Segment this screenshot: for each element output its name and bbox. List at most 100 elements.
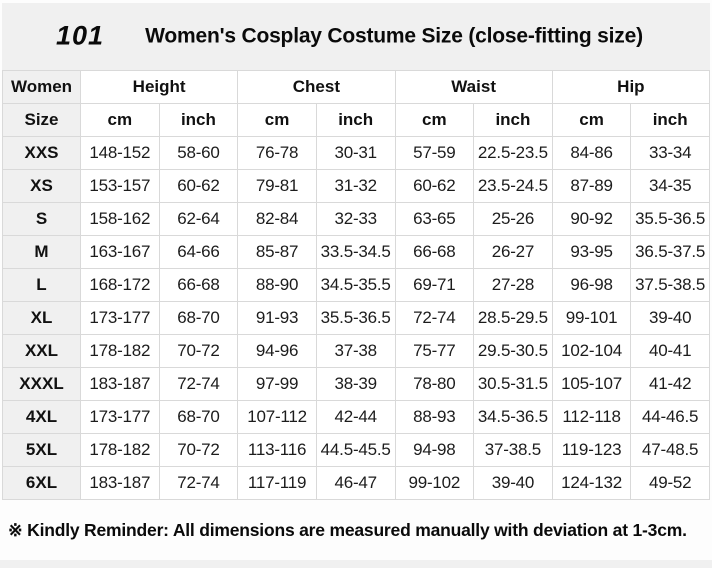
unit-header-inch: inch — [315, 103, 396, 137]
measurement-cell: 47-48.5 — [630, 433, 710, 467]
measurement-cell: 22.5-23.5 — [473, 136, 553, 170]
measurement-cell: 31-32 — [315, 169, 396, 203]
measurement-cell: 112-118 — [551, 400, 632, 434]
size-label: XL — [2, 301, 81, 335]
measurement-cell: 76-78 — [237, 136, 317, 170]
measurement-cell: 66-68 — [158, 268, 239, 302]
measurement-cell: 34-35 — [630, 169, 710, 203]
measurement-cell: 183-187 — [80, 466, 160, 500]
chest-header-cell: Chest — [237, 70, 396, 104]
size-column-header: Size — [2, 103, 81, 137]
measurement-cell: 42-44 — [315, 400, 396, 434]
unit-header-row: Size cm inch cm inch cm inch cm inch — [2, 103, 710, 137]
measurement-cell: 37-38.5 — [473, 433, 553, 467]
measurement-cell: 30-31 — [315, 136, 396, 170]
women-header-cell: Women — [2, 70, 81, 104]
measurement-cell: 178-182 — [80, 433, 160, 467]
measurement-cell: 82-84 — [237, 202, 317, 236]
measurement-cell: 29.5-30.5 — [473, 334, 553, 368]
measurement-cell: 49-52 — [630, 466, 710, 500]
measurement-cell: 88-90 — [237, 268, 317, 302]
measurement-cell: 72-74 — [158, 466, 239, 500]
measurement-cell: 25-26 — [473, 202, 553, 236]
size-row: XL 173-177 68-70 91-93 35.5-36.5 72-74 28.5-29… — [2, 301, 710, 335]
measurement-cell: 33.5-34.5 — [315, 235, 396, 269]
size-label: S — [2, 202, 81, 236]
measurement-cell: 46-47 — [315, 466, 396, 500]
measurement-cell: 173-177 — [80, 400, 160, 434]
measurement-cell: 97-99 — [237, 367, 317, 401]
unit-header-inch: inch — [630, 103, 710, 137]
measurement-cell: 87-89 — [551, 169, 632, 203]
unit-header-inch: inch — [473, 103, 553, 137]
size-row: XS 153-157 60-62 79-81 31-32 60-62 23.5-24.5 87… — [2, 169, 710, 203]
measurement-cell: 124-132 — [551, 466, 632, 500]
size-row: 5XL 178-182 70-72 113-116 44.5-45.5 94-98 37-3… — [2, 433, 710, 467]
measurement-cell: 27-28 — [473, 268, 553, 302]
measurement-cell: 84-86 — [551, 136, 632, 170]
measurement-cell: 26-27 — [473, 235, 553, 269]
measurement-cell: 40-41 — [630, 334, 710, 368]
measurement-cell: 44-46.5 — [630, 400, 710, 434]
bottom-strip — [0, 560, 712, 568]
measurement-cell: 57-59 — [394, 136, 475, 170]
measurement-cell: 102-104 — [551, 334, 632, 368]
measurement-cell: 178-182 — [80, 334, 160, 368]
measurement-cell: 99-101 — [551, 301, 632, 335]
measurement-cell: 60-62 — [158, 169, 239, 203]
measurement-cell: 113-116 — [237, 433, 317, 467]
size-label: XS — [2, 169, 81, 203]
measurement-cell: 91-93 — [237, 301, 317, 335]
size-row: L 168-172 66-68 88-90 34.5-35.5 69-71 27-28 96-… — [2, 268, 710, 302]
size-chart-table: Women Height Chest Waist Hip Size cm inc… — [2, 70, 711, 500]
measurement-cell: 35.5-36.5 — [315, 301, 396, 335]
measurement-cell: 94-96 — [237, 334, 317, 368]
measurement-cell: 90-92 — [551, 202, 632, 236]
measurement-cell: 72-74 — [158, 367, 239, 401]
size-label: 4XL — [2, 400, 81, 434]
hip-header-cell: Hip — [551, 70, 711, 104]
measurement-cell: 153-157 — [80, 169, 160, 203]
size-row: 4XL 173-177 68-70 107-112 42-44 88-93 34.5-36.… — [2, 400, 710, 434]
measurement-cell: 44.5-45.5 — [315, 433, 396, 467]
measurement-cell: 148-152 — [80, 136, 160, 170]
measurement-cell: 58-60 — [158, 136, 239, 170]
unit-header-inch: inch — [158, 103, 239, 137]
size-label: 6XL — [2, 466, 81, 500]
measurement-cell: 37-38 — [315, 334, 396, 368]
measurement-cell: 28.5-29.5 — [473, 301, 553, 335]
measurement-cell: 63-65 — [394, 202, 475, 236]
unit-header-cm: cm — [80, 103, 160, 137]
measurement-cell: 93-95 — [551, 235, 632, 269]
size-row: XXXL 183-187 72-74 97-99 38-39 78-80 30.5-31.5… — [2, 367, 710, 401]
size-row: 6XL 183-187 72-74 117-119 46-47 99-102 39-40 12… — [2, 466, 710, 500]
measurement-cell: 70-72 — [158, 334, 239, 368]
measurement-cell: 30.5-31.5 — [473, 367, 553, 401]
measurement-cell: 70-72 — [158, 433, 239, 467]
measurement-cell: 33-34 — [630, 136, 710, 170]
size-label: L — [2, 268, 81, 302]
measurement-cell: 35.5-36.5 — [630, 202, 710, 236]
measurement-cell: 88-93 — [394, 400, 475, 434]
measurement-cell: 78-80 — [394, 367, 475, 401]
size-label: XXL — [2, 334, 81, 368]
measurement-cell: 68-70 — [158, 301, 239, 335]
measurement-cell: 107-112 — [237, 400, 317, 434]
measurement-cell: 99-102 — [394, 466, 475, 500]
size-row: XXL 178-182 70-72 94-96 37-38 75-77 29.5-30.5 1… — [2, 334, 710, 368]
size-label: XXS — [2, 136, 81, 170]
measurement-cell: 119-123 — [551, 433, 632, 467]
unit-header-cm: cm — [394, 103, 475, 137]
size-row: M 163-167 64-66 85-87 33.5-34.5 66-68 26-27 93-… — [2, 235, 710, 269]
measurement-cell: 68-70 — [158, 400, 239, 434]
measurement-cell: 34.5-36.5 — [473, 400, 553, 434]
measurement-cell: 37.5-38.5 — [630, 268, 710, 302]
size-label: XXXL — [2, 367, 81, 401]
measurement-cell: 34.5-35.5 — [315, 268, 396, 302]
measurement-cell: 66-68 — [394, 235, 475, 269]
measurement-cell: 96-98 — [551, 268, 632, 302]
measurement-cell: 39-40 — [473, 466, 553, 500]
measurement-cell: 85-87 — [237, 235, 317, 269]
measurement-cell: 72-74 — [394, 301, 475, 335]
measurement-cell: 79-81 — [237, 169, 317, 203]
